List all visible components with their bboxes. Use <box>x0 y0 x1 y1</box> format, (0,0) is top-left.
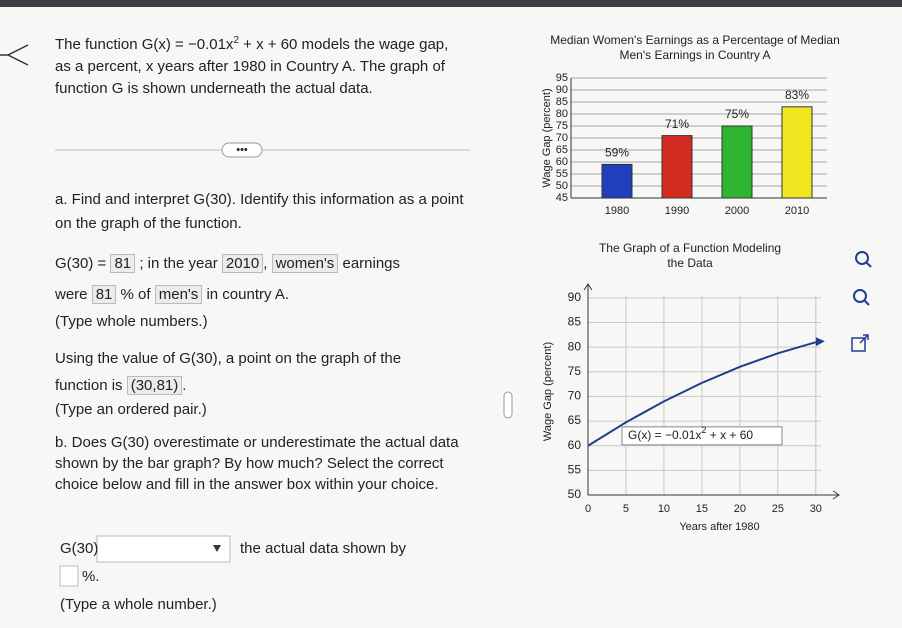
x-tick-label: 15 <box>696 503 708 515</box>
answer-box[interactable]: women's <box>271 254 339 273</box>
y-tick-label: 45 <box>556 192 568 204</box>
part-b-prompt: b. Does G(30) overestimate or underestim… <box>55 434 459 493</box>
y-tick-label: 60 <box>556 156 568 168</box>
resize-handle[interactable] <box>503 391 513 419</box>
y-tick-label: 75 <box>556 120 568 132</box>
annotation: G(x) = −0.01x2 + x + 60 <box>628 425 753 442</box>
text: . <box>182 377 187 394</box>
bar <box>721 125 753 199</box>
x-tick-label: 2000 <box>725 205 749 217</box>
formula: G(x) = −0.01x <box>141 36 234 53</box>
y-axis-label: Wage Gap (percent) <box>541 88 553 187</box>
x-tick-label: 20 <box>734 503 746 515</box>
chart-title: Median Women's Earnings as a Percentage … <box>550 33 840 62</box>
hint: (Type an ordered pair.) <box>55 401 207 418</box>
zoom-in-icon[interactable] <box>855 251 872 268</box>
dropdown-arrow <box>213 545 221 552</box>
text: % of <box>120 286 151 303</box>
y-tick-label: 85 <box>568 315 582 329</box>
function-curve <box>587 341 817 447</box>
zoom-out-icon[interactable] <box>853 289 870 306</box>
text: the actual data shown by <box>240 540 406 557</box>
text: %. <box>82 568 100 585</box>
annotation-formula: + x + 60 <box>706 428 753 442</box>
text: The function <box>55 36 142 53</box>
y-tick-label: 85 <box>556 96 568 108</box>
answer-input[interactable] <box>59 565 79 587</box>
x-axis <box>588 490 840 500</box>
y-tick-label: 65 <box>556 144 568 156</box>
answer-line: G(30) = 81 ; in the year 2010, women's e… <box>55 252 485 276</box>
answer-box[interactable]: men's <box>154 285 203 304</box>
y-tick-label: 90 <box>556 84 568 96</box>
y-tick-label: 70 <box>568 389 582 403</box>
y-axis <box>583 283 593 495</box>
expand-button[interactable] <box>221 142 263 158</box>
y-tick-label: 50 <box>568 487 582 501</box>
text: in country A. <box>206 286 289 303</box>
bar <box>781 106 813 199</box>
x-tick-label: 5 <box>623 503 629 515</box>
text: earnings <box>342 255 401 272</box>
y-tick-label: 50 <box>556 180 568 192</box>
x-tick-label: 30 <box>810 503 822 515</box>
y-tick-label: 90 <box>568 290 582 304</box>
annotation-exponent: 2 <box>701 425 706 435</box>
value-label: 59% <box>605 146 629 160</box>
y-tick-label: 65 <box>568 413 582 427</box>
answer-box[interactable]: 81 <box>91 285 117 304</box>
x-tick-label: 1980 <box>605 205 629 217</box>
y-tick-label: 55 <box>556 168 568 180</box>
annotation-formula: G(x) = −0.01x <box>628 428 701 442</box>
y-tick-label: 55 <box>568 463 582 477</box>
x-tick-label: 2010 <box>785 205 809 217</box>
y-tick-label: 80 <box>556 108 568 120</box>
text: were <box>55 286 88 303</box>
y-axis-label: Wage Gap (percent) <box>542 342 554 441</box>
exponent: 2 <box>233 35 239 46</box>
x-tick-label: 25 <box>772 503 784 515</box>
answer-box[interactable]: (30,81) <box>126 376 183 395</box>
expand-dots: ••• <box>236 144 248 156</box>
point-line: Using the value of G(30), a point on the… <box>55 345 455 399</box>
y-tick-label: 80 <box>568 339 582 353</box>
back-arrow[interactable] <box>0 44 29 66</box>
y-tick-label: 75 <box>568 364 582 378</box>
external-link-icon[interactable] <box>851 334 869 352</box>
top-bar <box>0 0 902 7</box>
x-tick-label: 10 <box>658 503 670 515</box>
chart-title: The Graph of a Function Modeling the Dat… <box>598 241 782 270</box>
answer-line: were 81 % of men's in country A. <box>55 283 485 307</box>
text: models the wage gap, as a percent, x yea… <box>55 36 449 97</box>
text: Using the value of G(30), a point on the… <box>55 350 402 394</box>
intro: The function G(x) = −0.01x2 + x + 60 mod… <box>55 30 460 100</box>
text: G(30) = <box>55 255 107 272</box>
bar <box>601 163 633 199</box>
y-tick-label: 70 <box>556 132 568 144</box>
dropdown[interactable] <box>96 535 231 563</box>
text: G(30) <box>60 540 99 557</box>
text: , <box>263 255 268 272</box>
answer-box[interactable]: 81 <box>110 254 136 273</box>
value-label: 83% <box>785 88 809 102</box>
hint: (Type whole numbers.) <box>55 313 208 330</box>
x-axis-label: Years after 1980 <box>679 521 759 533</box>
answer-box[interactable]: 2010 <box>221 254 264 273</box>
x-tick-label: 1990 <box>665 205 689 217</box>
y-tick-label: 95 <box>556 72 568 84</box>
annotation-box <box>621 426 783 446</box>
hint: (Type a whole number.) <box>60 596 217 613</box>
curve-arrow <box>815 337 825 347</box>
value-label: 71% <box>665 117 689 131</box>
x-tick-label: 0 <box>585 503 591 515</box>
bar <box>661 135 693 199</box>
text: ; in the year <box>139 255 218 272</box>
formula: + x + 60 <box>239 36 298 53</box>
y-tick-label: 60 <box>568 438 582 452</box>
value-label: 75% <box>725 107 749 121</box>
part-a-prompt: a. Find and interpret G(30). Identify th… <box>55 191 464 232</box>
